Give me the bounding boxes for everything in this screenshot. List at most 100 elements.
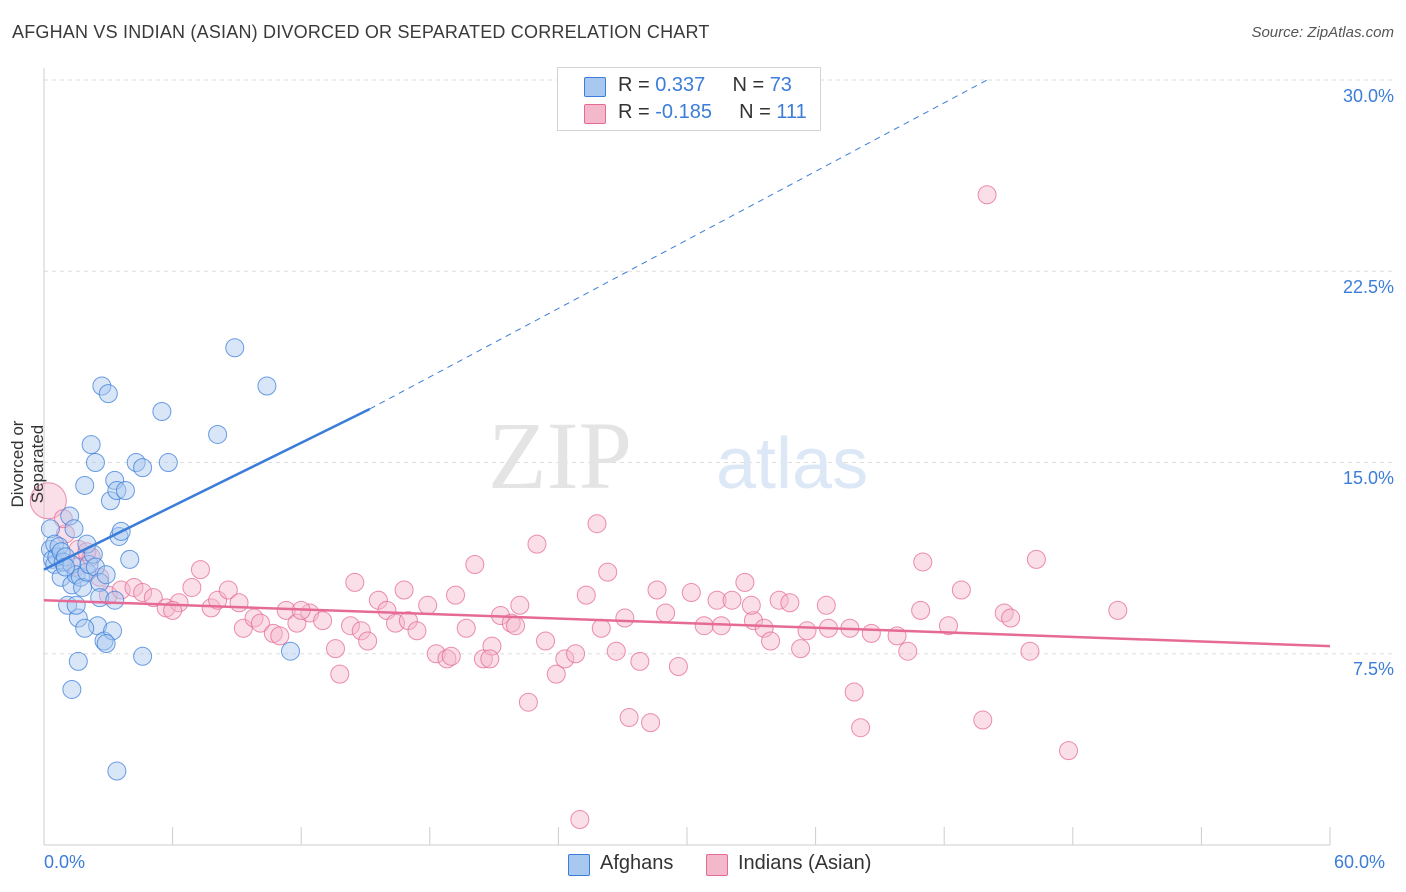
legend-swatch-indians	[706, 854, 728, 876]
indians-point	[598, 562, 618, 582]
indians-point	[536, 631, 556, 651]
indians-point	[506, 616, 526, 636]
afghans-point	[75, 618, 95, 638]
indians-point	[527, 534, 547, 554]
indians-point	[576, 585, 596, 605]
afghans-point	[133, 646, 153, 666]
indians-point	[641, 713, 661, 733]
afghans-point	[92, 376, 112, 396]
indians-point	[418, 595, 438, 615]
afghans-point	[40, 519, 60, 539]
indians-point	[190, 560, 210, 580]
indians-trend-line	[43, 598, 1331, 648]
afghans-point	[96, 565, 116, 585]
indians-point	[844, 682, 864, 702]
x-tick-label-max: 60.0%	[1334, 852, 1386, 872]
indians-point	[587, 514, 607, 534]
indians-point	[182, 577, 202, 597]
afghans-point	[62, 679, 82, 699]
legend-label-afghans: Afghans	[600, 852, 674, 874]
watermark-atlas: atlas	[716, 424, 868, 504]
indians-point	[518, 692, 538, 712]
indians-point	[951, 580, 971, 600]
legend-swatch-afghans	[584, 77, 606, 97]
indians-point	[441, 646, 461, 666]
indians-point	[394, 580, 414, 600]
watermark-zip: ZIP	[488, 402, 632, 509]
indians-point	[994, 603, 1014, 623]
bottom-legend: Afghans Indians (Asian)	[0, 852, 1406, 878]
indians-point	[218, 580, 238, 600]
legend-swatch-afghans	[568, 854, 590, 876]
y-tick-label-22-5: 22.5%	[1342, 277, 1394, 297]
indians-point	[656, 603, 676, 623]
indians-point	[619, 708, 639, 727]
indians-point	[208, 590, 228, 610]
indians-point	[480, 649, 500, 669]
indians-point	[287, 613, 307, 633]
indians-point	[426, 644, 446, 664]
afghans-point	[120, 549, 140, 569]
indians-point	[722, 590, 742, 610]
chart-title: AFGHAN VS INDIAN (ASIAN) DIVORCED OR SEP…	[12, 22, 710, 42]
indians-point	[546, 664, 566, 684]
indians-point	[707, 590, 727, 610]
indians-point	[1108, 600, 1128, 620]
indians-point	[911, 600, 931, 620]
legend-box: R = 0.337 N = 73 R = -0.185 N = 111	[557, 67, 821, 131]
legend-r-label: R =	[618, 74, 656, 96]
indians-point	[816, 595, 836, 615]
indians-point	[270, 626, 290, 646]
afghans-point	[133, 458, 153, 478]
afghans-point	[98, 384, 118, 404]
y-tick-label-15: 15.0%	[1342, 468, 1394, 488]
indians-point	[1059, 741, 1079, 761]
afghans-point	[152, 402, 172, 421]
indians-point	[741, 595, 761, 615]
indians-point	[797, 621, 817, 641]
trend-lines	[43, 79, 1331, 648]
indians-point	[143, 588, 163, 608]
indians-point	[606, 641, 626, 661]
indians-point	[201, 598, 221, 618]
afghans-point	[126, 453, 146, 472]
indians-point	[570, 810, 590, 829]
indians-point	[555, 649, 575, 669]
afghans-point	[115, 481, 135, 501]
afghans-point	[158, 453, 178, 472]
indians-point	[244, 608, 264, 628]
legend-n-label: N =	[732, 74, 770, 96]
afghans-point	[85, 453, 105, 472]
legend-n-label: N =	[739, 101, 777, 123]
indians-point	[510, 595, 530, 615]
y-axis-label: Divorced or Separated	[8, 420, 47, 508]
afghans-point	[225, 338, 245, 358]
indians-point	[345, 572, 365, 592]
legend-n-value: 73	[769, 74, 792, 96]
indians-point	[1020, 641, 1040, 661]
indians-point	[407, 621, 427, 641]
indians-point	[754, 618, 774, 638]
afghans-point	[85, 557, 105, 577]
indians-point	[358, 631, 378, 651]
indians-point	[668, 657, 688, 676]
afghans-point	[280, 641, 300, 661]
indians-point	[913, 552, 933, 572]
indians-point	[694, 616, 714, 636]
indians-point	[229, 593, 249, 613]
indians-point	[791, 639, 811, 659]
afghans-point	[100, 491, 120, 511]
afghans-point	[81, 435, 101, 455]
axes	[43, 68, 1331, 846]
afghans-point	[60, 506, 80, 526]
afghans-point	[105, 590, 125, 610]
indians-point	[761, 631, 781, 651]
indians-point	[250, 613, 270, 633]
indians-point	[780, 593, 800, 613]
afghans-point	[66, 595, 86, 615]
x-tick-label-min: 0.0%	[44, 852, 86, 872]
indians-point	[325, 639, 345, 659]
indians-point	[681, 583, 701, 603]
indians-point	[29, 482, 67, 520]
